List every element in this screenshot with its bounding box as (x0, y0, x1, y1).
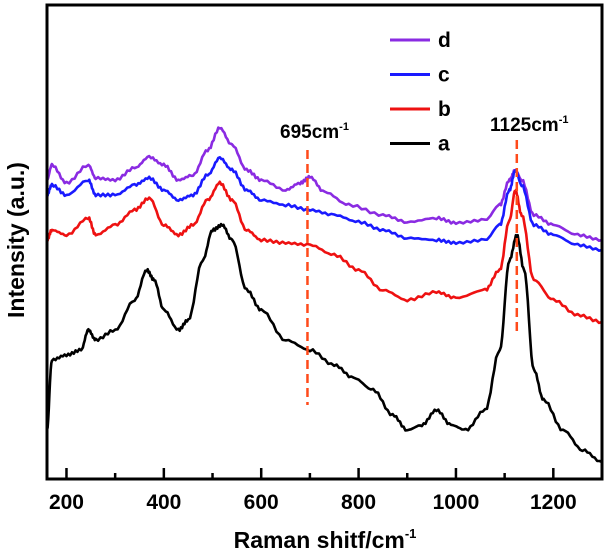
plot-frame (45, 3, 604, 481)
legend-label-a: a (438, 133, 450, 156)
x-tick-label: 800 (341, 491, 376, 514)
series-line-d (46, 126, 603, 242)
annotation-layer: 695cm-1 1125cm-1 (280, 114, 568, 405)
annotation-label-695: 695cm-1 (280, 121, 349, 143)
x-tick-label: 400 (146, 491, 181, 514)
x-tick-label: 600 (244, 491, 279, 514)
annotation-label-1125: 1125cm-1 (490, 114, 568, 136)
legend-label-b: b (438, 98, 451, 121)
series-line-a (45, 222, 603, 464)
x-tick-label: 1000 (433, 491, 480, 514)
y-axis-label: Intensity (a.u.) (3, 162, 29, 318)
x-axis-label: Raman shitf/cm-1 (234, 526, 417, 553)
x-tick-label: 200 (49, 491, 84, 514)
series-line-b (45, 180, 603, 325)
x-axis-ticks: 200 400 600 800 1000 1200 (49, 468, 577, 514)
x-tick-label: 1200 (530, 491, 577, 514)
legend-label-d: d (438, 29, 451, 52)
series-line-c (45, 156, 603, 252)
series-layer (45, 126, 603, 464)
legend-label-c: c (438, 64, 450, 87)
